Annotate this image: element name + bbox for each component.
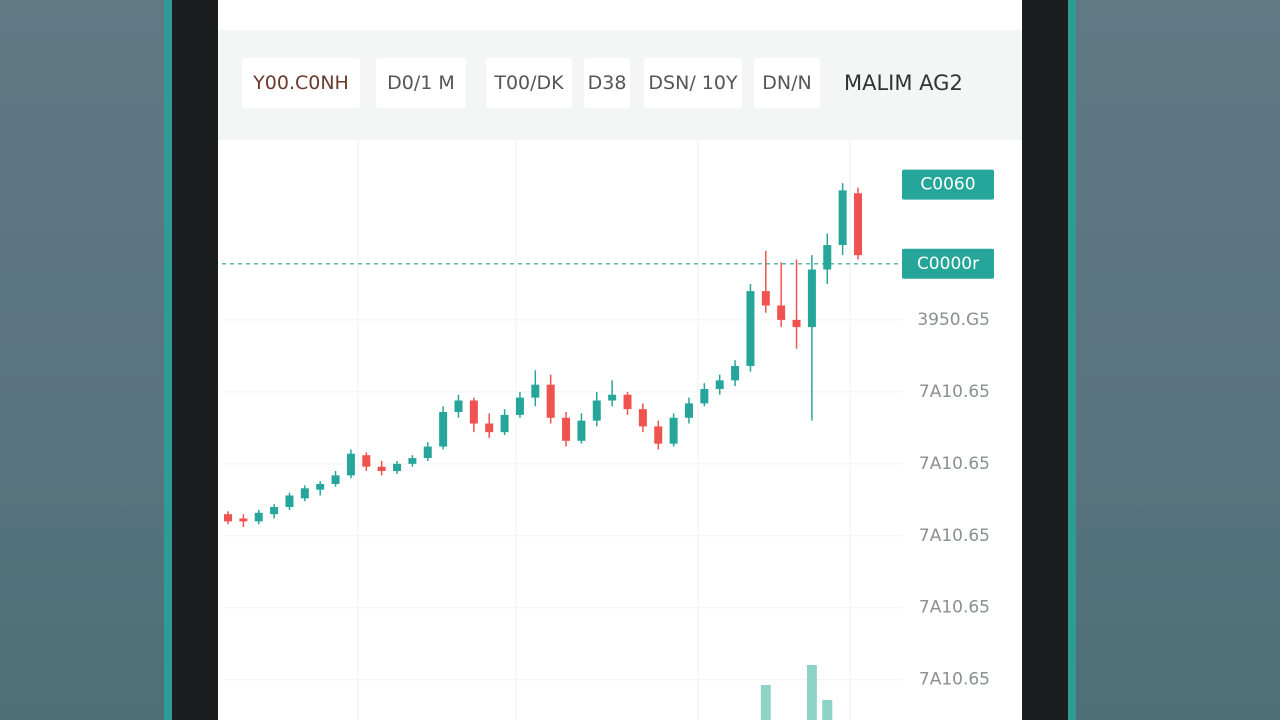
candle-body <box>300 488 309 499</box>
candle-body <box>500 414 509 433</box>
candle-body <box>684 403 693 418</box>
y-tick-label: 7A10.65 <box>919 598 990 618</box>
candle-body <box>700 388 709 404</box>
candle-body <box>485 423 494 433</box>
candle-body <box>623 394 632 410</box>
candle-body <box>838 190 847 246</box>
candle-body <box>377 466 386 472</box>
candle-body <box>270 506 279 515</box>
candle-body <box>439 412 448 447</box>
candle-body <box>224 514 232 522</box>
candle-body <box>777 305 786 320</box>
tab[interactable]: T00/DK <box>486 58 572 108</box>
y-tick-label: 7A10.65 <box>919 526 990 546</box>
candle-body <box>393 463 402 472</box>
candle-body <box>746 291 755 366</box>
y-tick-label: 7A10.65 <box>919 670 990 690</box>
price-tag-label: C0060 <box>920 175 975 195</box>
candle-body <box>638 409 647 427</box>
candle-body <box>715 380 724 389</box>
price-tag-label: C0000r <box>917 254 979 274</box>
candle-body <box>239 518 248 522</box>
phone-edge <box>164 0 172 720</box>
candle-body <box>408 458 417 464</box>
candle-body <box>469 400 478 424</box>
candle-body <box>731 365 740 381</box>
candle-body <box>608 394 617 401</box>
candle-body <box>823 245 832 270</box>
candle-body <box>285 495 294 507</box>
symbol-label: MALIM AG2 <box>844 71 963 95</box>
candle-body <box>654 426 663 444</box>
candle-body <box>546 384 555 418</box>
tab[interactable]: D0/1 M <box>376 58 466 108</box>
volume-bar <box>806 665 817 720</box>
candle-body <box>592 400 601 421</box>
candle-body <box>362 455 371 467</box>
candle-body <box>792 319 801 328</box>
phone-edge <box>1068 0 1076 720</box>
candle-body <box>854 193 862 256</box>
toolbar: Y00.C0NH D0/1 M T00/DK D38 DSN/ 10Y DN/N… <box>218 30 1022 140</box>
volume-bar <box>760 685 771 720</box>
candle-body <box>454 400 463 413</box>
candle-body <box>761 291 770 306</box>
price-tag <box>902 248 994 279</box>
y-tick-label: 7A10.65 <box>919 454 990 474</box>
candle-body <box>423 446 432 459</box>
candle-body <box>346 453 355 476</box>
app-screen: Y00.C0NH D0/1 M T00/DK D38 DSN/ 10Y DN/N… <box>218 0 1022 720</box>
price-tag <box>902 169 994 200</box>
candle-body <box>562 417 571 441</box>
tab[interactable]: DSN/ 10Y <box>644 58 742 108</box>
y-tick-label: 7A10.65 <box>919 382 990 402</box>
candle-body <box>331 475 340 484</box>
y-tick-label: 3950.G5 <box>917 310 990 330</box>
volume-bar <box>822 700 833 720</box>
candle-body <box>669 417 678 444</box>
candle-body <box>577 420 586 441</box>
candle-body <box>531 384 540 398</box>
tab[interactable]: DN/N <box>754 58 820 108</box>
tab[interactable]: Y00.C0NH <box>242 58 360 108</box>
candle-body <box>254 512 263 522</box>
candle-body <box>316 483 325 490</box>
tab[interactable]: D38 <box>584 58 630 108</box>
candle-body <box>807 269 816 328</box>
chart: 3950.G5 7A10.65 7A10.65 7A10.65 7A10.65 7A10.… <box>222 140 994 720</box>
candle-body <box>515 397 524 415</box>
